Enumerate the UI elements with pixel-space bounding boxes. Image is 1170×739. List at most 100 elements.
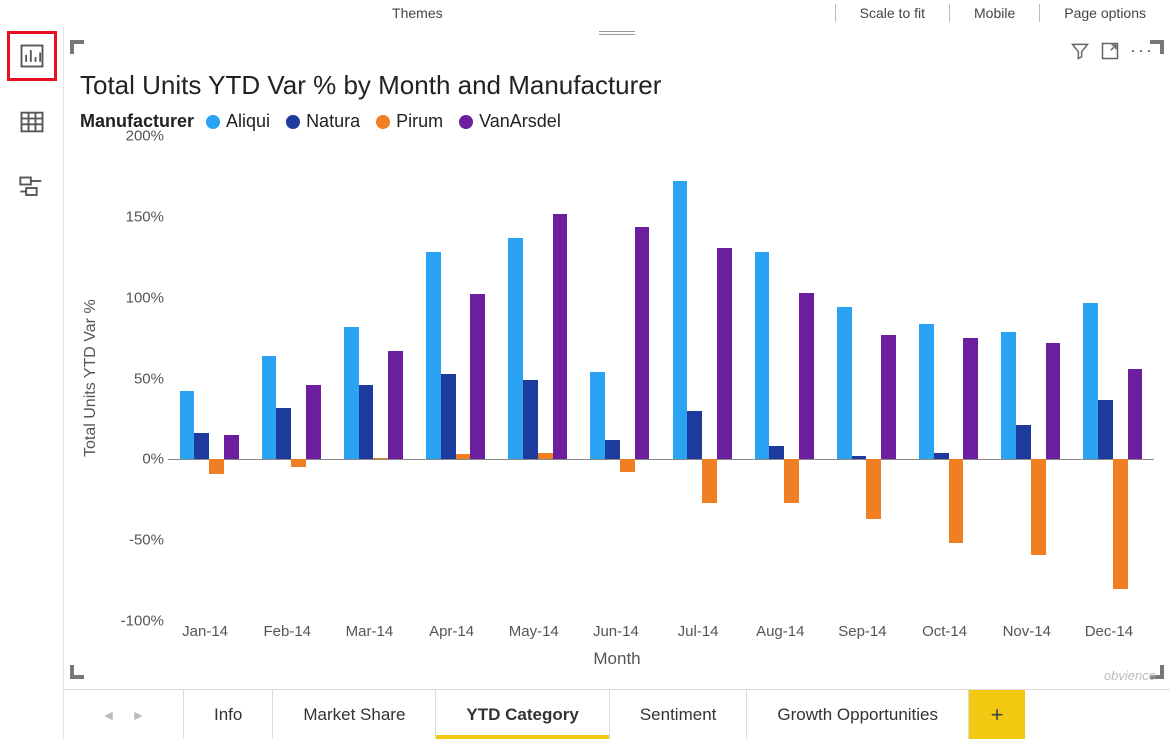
visual-toolbar: ··· xyxy=(1070,40,1154,61)
table-icon xyxy=(18,108,46,136)
bar[interactable] xyxy=(262,356,277,459)
legend-swatch xyxy=(459,115,473,129)
bar[interactable] xyxy=(388,351,403,459)
bar[interactable] xyxy=(291,459,306,467)
more-options-icon[interactable]: ··· xyxy=(1130,40,1154,61)
bar[interactable] xyxy=(837,307,852,459)
bar[interactable] xyxy=(523,380,538,459)
legend-item[interactable]: Natura xyxy=(286,111,360,132)
page-tab[interactable]: Market Share xyxy=(273,690,436,739)
y-tick: 200% xyxy=(126,128,164,145)
view-rail xyxy=(0,26,64,739)
y-tick: -100% xyxy=(121,613,164,630)
page-tabs: ◄ ► InfoMarket ShareYTD CategorySentimen… xyxy=(64,689,1170,739)
bar[interactable] xyxy=(687,411,702,460)
bar[interactable] xyxy=(1113,459,1128,588)
bar[interactable] xyxy=(852,456,867,459)
bar[interactable] xyxy=(949,459,964,543)
add-page-button[interactable]: + xyxy=(969,690,1025,739)
legend-item[interactable]: Aliqui xyxy=(206,111,270,132)
y-tick: 100% xyxy=(126,289,164,306)
bar-chart-icon xyxy=(18,42,46,70)
page-tab[interactable]: Growth Opportunities xyxy=(747,690,969,739)
panel-grip[interactable] xyxy=(64,26,1170,40)
bar[interactable] xyxy=(224,435,239,459)
y-axis: -100%-50%0%50%100%150%200% xyxy=(102,136,168,621)
bar[interactable] xyxy=(276,408,291,460)
top-menubar: Themes Scale to fit Mobile Page options xyxy=(0,0,1170,26)
bar[interactable] xyxy=(1031,459,1046,554)
bar[interactable] xyxy=(1083,303,1098,460)
matrix-icon xyxy=(18,174,46,202)
bar[interactable] xyxy=(553,214,568,460)
menu-scale-to-fit[interactable]: Scale to fit xyxy=(836,0,949,26)
bar[interactable] xyxy=(1046,343,1061,459)
page-tab[interactable]: YTD Category xyxy=(436,690,609,739)
visual-frame[interactable]: ··· Total Units YTD Var % by Month and M… xyxy=(70,40,1164,679)
bar[interactable] xyxy=(194,433,209,459)
y-tick: 50% xyxy=(134,370,164,387)
focus-mode-icon[interactable] xyxy=(1100,41,1120,61)
bar[interactable] xyxy=(209,459,224,474)
legend-swatch xyxy=(286,115,300,129)
x-tick: Apr-14 xyxy=(429,623,474,640)
bar[interactable] xyxy=(769,446,784,459)
bar[interactable] xyxy=(702,459,717,503)
bar[interactable] xyxy=(755,252,770,459)
bar[interactable] xyxy=(717,248,732,460)
legend-text: Natura xyxy=(306,111,360,132)
y-axis-title: Total Units YTD Var % xyxy=(80,136,102,621)
tab-prev-icon[interactable]: ◄ xyxy=(102,707,116,723)
page-tab[interactable]: Info xyxy=(184,690,273,739)
bar[interactable] xyxy=(881,335,896,459)
bar[interactable] xyxy=(1098,400,1113,460)
bar[interactable] xyxy=(866,459,881,519)
rail-table-view[interactable] xyxy=(10,100,54,144)
bar[interactable] xyxy=(359,385,374,459)
bar[interactable] xyxy=(799,293,814,460)
menu-page-options[interactable]: Page options xyxy=(1040,0,1170,26)
tab-nav-arrows: ◄ ► xyxy=(64,690,184,739)
x-tick: Jun-14 xyxy=(593,623,639,640)
bar[interactable] xyxy=(934,453,949,459)
bar[interactable] xyxy=(441,374,456,460)
bar[interactable] xyxy=(1016,425,1031,459)
legend-item[interactable]: VanArsdel xyxy=(459,111,561,132)
bar[interactable] xyxy=(306,385,321,459)
x-tick: Jul-14 xyxy=(678,623,719,640)
filter-icon[interactable] xyxy=(1070,41,1090,61)
legend-swatch xyxy=(206,115,220,129)
menu-mobile[interactable]: Mobile xyxy=(950,0,1039,26)
menu-themes[interactable]: Themes xyxy=(0,0,835,26)
bar[interactable] xyxy=(456,454,471,459)
bar[interactable] xyxy=(373,458,388,460)
x-tick: Feb-14 xyxy=(263,623,311,640)
bar[interactable] xyxy=(590,372,605,459)
bar[interactable] xyxy=(1128,369,1143,460)
bar[interactable] xyxy=(508,238,523,459)
tab-next-icon[interactable]: ► xyxy=(132,707,146,723)
legend-item[interactable]: Pirum xyxy=(376,111,443,132)
rail-matrix-view[interactable] xyxy=(10,166,54,210)
rail-chart-view[interactable] xyxy=(10,34,54,78)
bar[interactable] xyxy=(919,324,934,460)
bar[interactable] xyxy=(470,294,485,459)
page-tab[interactable]: Sentiment xyxy=(610,690,748,739)
bar[interactable] xyxy=(673,181,688,459)
bar[interactable] xyxy=(344,327,359,460)
bar[interactable] xyxy=(620,459,635,472)
bar[interactable] xyxy=(784,459,799,503)
bar[interactable] xyxy=(963,338,978,459)
zero-gridline xyxy=(168,459,1154,460)
bar[interactable] xyxy=(635,227,650,460)
bar[interactable] xyxy=(180,391,195,459)
bar[interactable] xyxy=(426,252,441,459)
bar[interactable] xyxy=(605,440,620,459)
bar[interactable] xyxy=(1001,332,1016,460)
y-tick: 150% xyxy=(126,208,164,225)
chart-legend: Manufacturer AliquiNaturaPirumVanArsdel xyxy=(80,111,1154,132)
x-tick: Jan-14 xyxy=(182,623,228,640)
resize-handle-tl[interactable] xyxy=(70,40,84,54)
y-tick: -50% xyxy=(129,532,164,549)
bar[interactable] xyxy=(538,453,553,459)
